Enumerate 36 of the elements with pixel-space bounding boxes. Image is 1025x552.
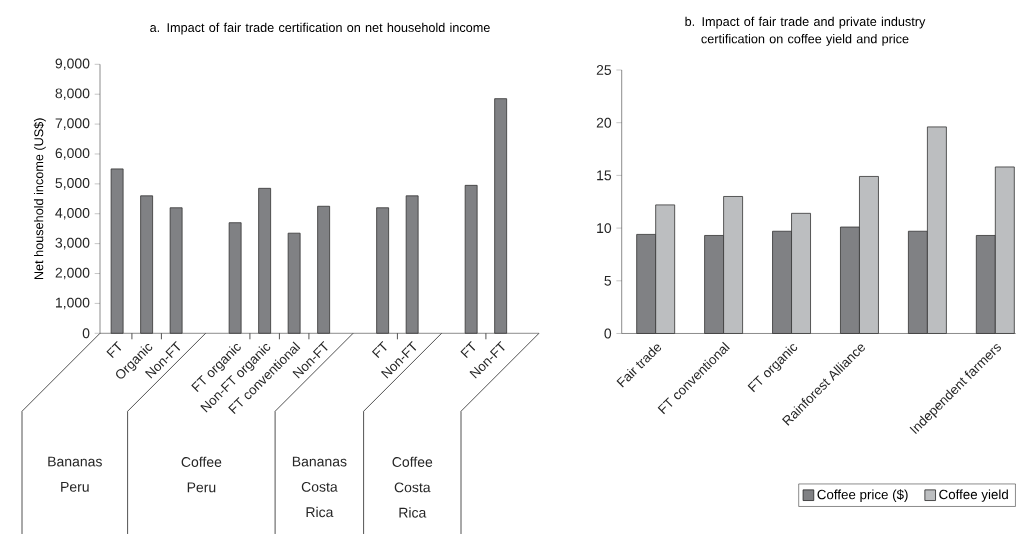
bar xyxy=(376,207,390,334)
y-axis-title: Net household income (US$) xyxy=(33,118,46,280)
bar xyxy=(287,232,301,334)
y-tick-label: 7,000 xyxy=(55,118,90,130)
chart-title: a. Impact of fair trade certification on net household income xyxy=(150,22,490,35)
bar xyxy=(140,195,154,334)
y-tick-label: 2,000 xyxy=(55,267,90,280)
text: Coffee Costa Rica xyxy=(392,456,433,518)
legend-label: Coffee yield xyxy=(939,489,1008,502)
y-tick-label: 0 xyxy=(604,328,612,339)
text: Bananas Peru xyxy=(48,456,102,492)
bar xyxy=(494,98,508,334)
bar xyxy=(228,222,242,334)
y-tick-label: 25 xyxy=(596,65,612,75)
y-tick-label: 1,000 xyxy=(56,297,90,310)
y-tick-label: 4,000 xyxy=(55,207,90,220)
text: Bananas Costa Rica xyxy=(292,456,347,518)
chart-title: b. Impact of fair trade and private industry certification on coffee yield and price xyxy=(685,16,926,46)
y-tick-label: 15 xyxy=(597,170,612,181)
bar xyxy=(464,184,478,334)
y-tick-label: 8,000 xyxy=(55,88,90,100)
y-tick-label: 20 xyxy=(596,117,612,128)
y-tick-label: 5,000 xyxy=(55,178,90,190)
y-tick-label: 6,000 xyxy=(55,148,90,160)
y-tick-label: 10 xyxy=(597,223,612,234)
bar xyxy=(110,168,124,334)
legend-label: Coffee price ($) xyxy=(817,489,908,502)
y-tick-label: 3,000 xyxy=(55,237,90,250)
y-tick-label: 9,000 xyxy=(55,58,90,71)
bar xyxy=(258,187,272,334)
text: Coffee Peru xyxy=(181,456,222,493)
y-tick-label: 5 xyxy=(604,275,612,286)
bar xyxy=(169,207,183,334)
bar xyxy=(317,205,331,334)
bar xyxy=(405,195,419,334)
y-tick-label: 0 xyxy=(82,328,90,339)
